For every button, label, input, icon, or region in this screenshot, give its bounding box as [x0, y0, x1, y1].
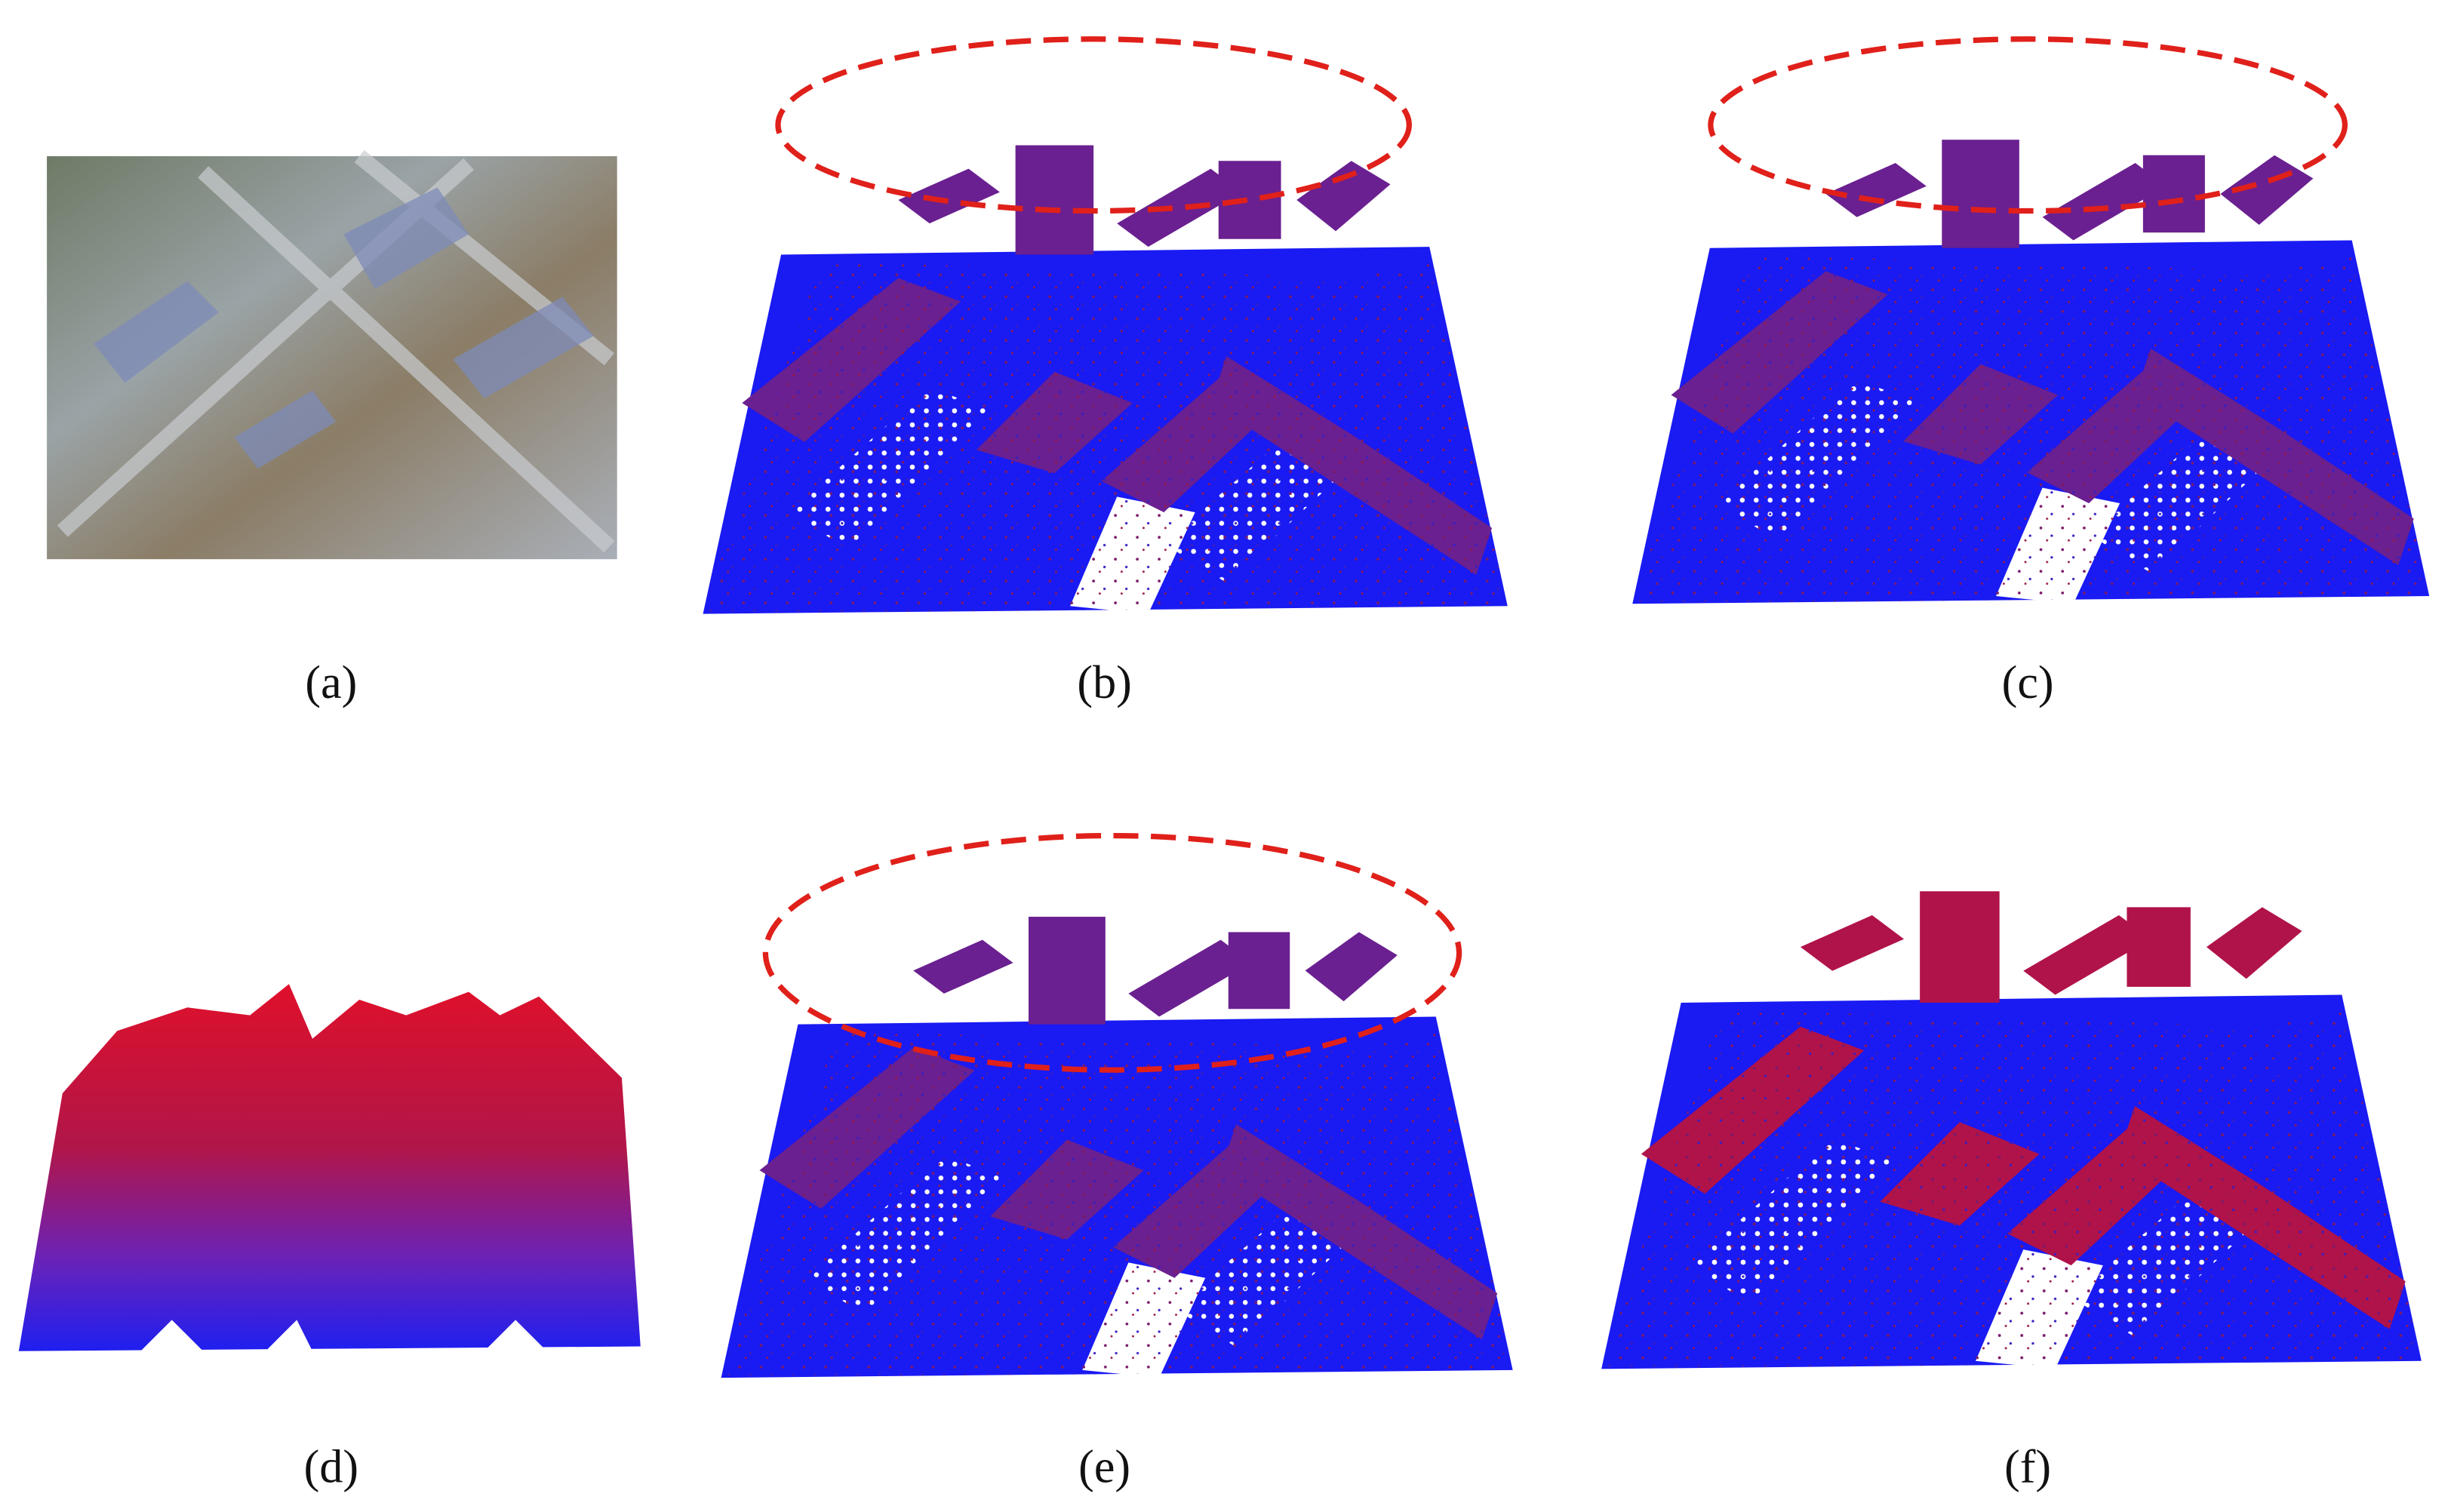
- panel-label: (b): [1077, 657, 1131, 708]
- panel-label: (e): [1078, 1441, 1130, 1492]
- aerial-roofs: [94, 187, 594, 469]
- panel-label: (c): [2002, 657, 2054, 708]
- point-cloud-d: [18, 984, 641, 1351]
- panel-label: (f): [2004, 1441, 2051, 1492]
- point-cloud-f: [1601, 891, 2422, 1369]
- outlier-ellipse: [762, 832, 1462, 1073]
- panel-label: (a): [305, 657, 357, 708]
- point-cloud-b: [703, 145, 1508, 614]
- outlier-ellipses: [762, 36, 2348, 1073]
- outlier-ellipse: [1708, 36, 2348, 214]
- panel-label: (d): [304, 1441, 358, 1492]
- outlier-ellipse: [775, 36, 1412, 214]
- point-cloud-e: [721, 917, 1513, 1378]
- point-cloud-d-gaps: [140, 1320, 547, 1351]
